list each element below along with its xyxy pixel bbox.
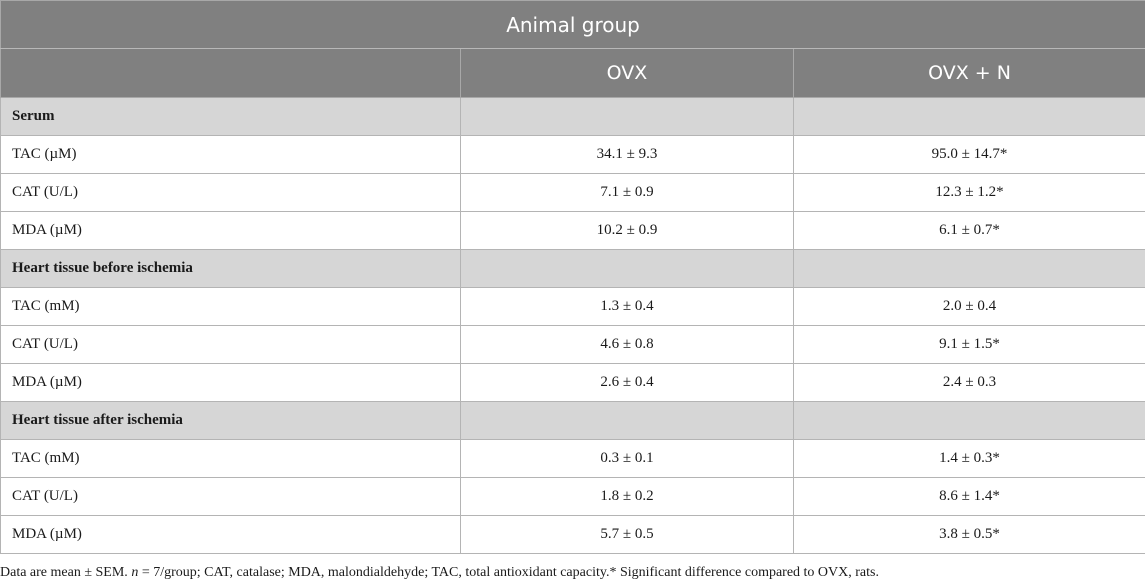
ovx-n-value: 9.1 ± 1.5* (792, 325, 1145, 364)
ovx-value: 5.7 ± 0.5 (460, 515, 794, 554)
ovx-value: 34.1 ± 9.3 (460, 135, 794, 174)
table-row: CAT (U/L) 7.1 ± 0.9 12.3 ± 1.2* (0, 173, 1145, 212)
column-header-ovx: OVX (460, 48, 794, 98)
ovx-value: 1.3 ± 0.4 (460, 287, 794, 326)
group-title: Animal group (0, 0, 1145, 49)
ovx-n-value: 6.1 ± 0.7* (792, 211, 1145, 250)
section-title: Heart tissue after ischemia (0, 401, 461, 440)
empty-cell (460, 97, 794, 136)
section-row-before-ischemia: Heart tissue before ischemia (0, 249, 1145, 288)
column-header-ovx-n: OVX + N (792, 48, 1145, 98)
table-row: MDA (µM) 5.7 ± 0.5 3.8 ± 0.5* (0, 515, 1145, 554)
footnote-text-1: Data are mean ± SEM. (0, 565, 132, 580)
empty-cell (460, 249, 794, 288)
footnote-text-2: = 7/group; CAT, catalase; MDA, malondial… (138, 565, 879, 580)
empty-cell (792, 249, 1145, 288)
table-footnote: Data are mean ± SEM. n = 7/group; CAT, c… (0, 565, 1145, 581)
footnote-n-symbol: n (131, 565, 139, 580)
row-label: MDA (µM) (0, 211, 461, 250)
row-label: TAC (mM) (0, 287, 461, 326)
section-title: Serum (0, 97, 461, 136)
row-label: MDA (µM) (0, 363, 461, 402)
table-row: CAT (U/L) 4.6 ± 0.8 9.1 ± 1.5* (0, 325, 1145, 364)
table-row: TAC (µM) 34.1 ± 9.3 95.0 ± 14.7* (0, 135, 1145, 174)
ovx-value: 7.1 ± 0.9 (460, 173, 794, 212)
ovx-value: 1.8 ± 0.2 (460, 477, 794, 516)
ovx-n-value: 1.4 ± 0.3* (792, 439, 1145, 478)
ovx-n-value: 2.4 ± 0.3 (792, 363, 1145, 402)
table-row: CAT (U/L) 1.8 ± 0.2 8.6 ± 1.4* (0, 477, 1145, 516)
animal-group-table: Animal group OVX OVX + N Serum TAC (µM) … (0, 0, 1145, 554)
empty-cell (792, 401, 1145, 440)
table-row: TAC (mM) 0.3 ± 0.1 1.4 ± 0.3* (0, 439, 1145, 478)
column-header-label (0, 48, 461, 98)
ovx-n-value: 95.0 ± 14.7* (792, 135, 1145, 174)
ovx-n-value: 12.3 ± 1.2* (792, 173, 1145, 212)
ovx-n-value: 2.0 ± 0.4 (792, 287, 1145, 326)
empty-cell (792, 97, 1145, 136)
section-row-serum: Serum (0, 97, 1145, 136)
section-title: Heart tissue before ischemia (0, 249, 461, 288)
row-label: CAT (U/L) (0, 325, 461, 364)
ovx-n-value: 8.6 ± 1.4* (792, 477, 1145, 516)
table-row: MDA (µM) 10.2 ± 0.9 6.1 ± 0.7* (0, 211, 1145, 250)
row-label: CAT (U/L) (0, 477, 461, 516)
empty-cell (460, 401, 794, 440)
row-label: MDA (µM) (0, 515, 461, 554)
ovx-n-value: 3.8 ± 0.5* (792, 515, 1145, 554)
ovx-value: 0.3 ± 0.1 (460, 439, 794, 478)
ovx-value: 4.6 ± 0.8 (460, 325, 794, 364)
table-row: TAC (mM) 1.3 ± 0.4 2.0 ± 0.4 (0, 287, 1145, 326)
ovx-value: 2.6 ± 0.4 (460, 363, 794, 402)
row-label: TAC (mM) (0, 439, 461, 478)
ovx-value: 10.2 ± 0.9 (460, 211, 794, 250)
row-label: CAT (U/L) (0, 173, 461, 212)
section-row-after-ischemia: Heart tissue after ischemia (0, 401, 1145, 440)
table-row: MDA (µM) 2.6 ± 0.4 2.4 ± 0.3 (0, 363, 1145, 402)
row-label: TAC (µM) (0, 135, 461, 174)
